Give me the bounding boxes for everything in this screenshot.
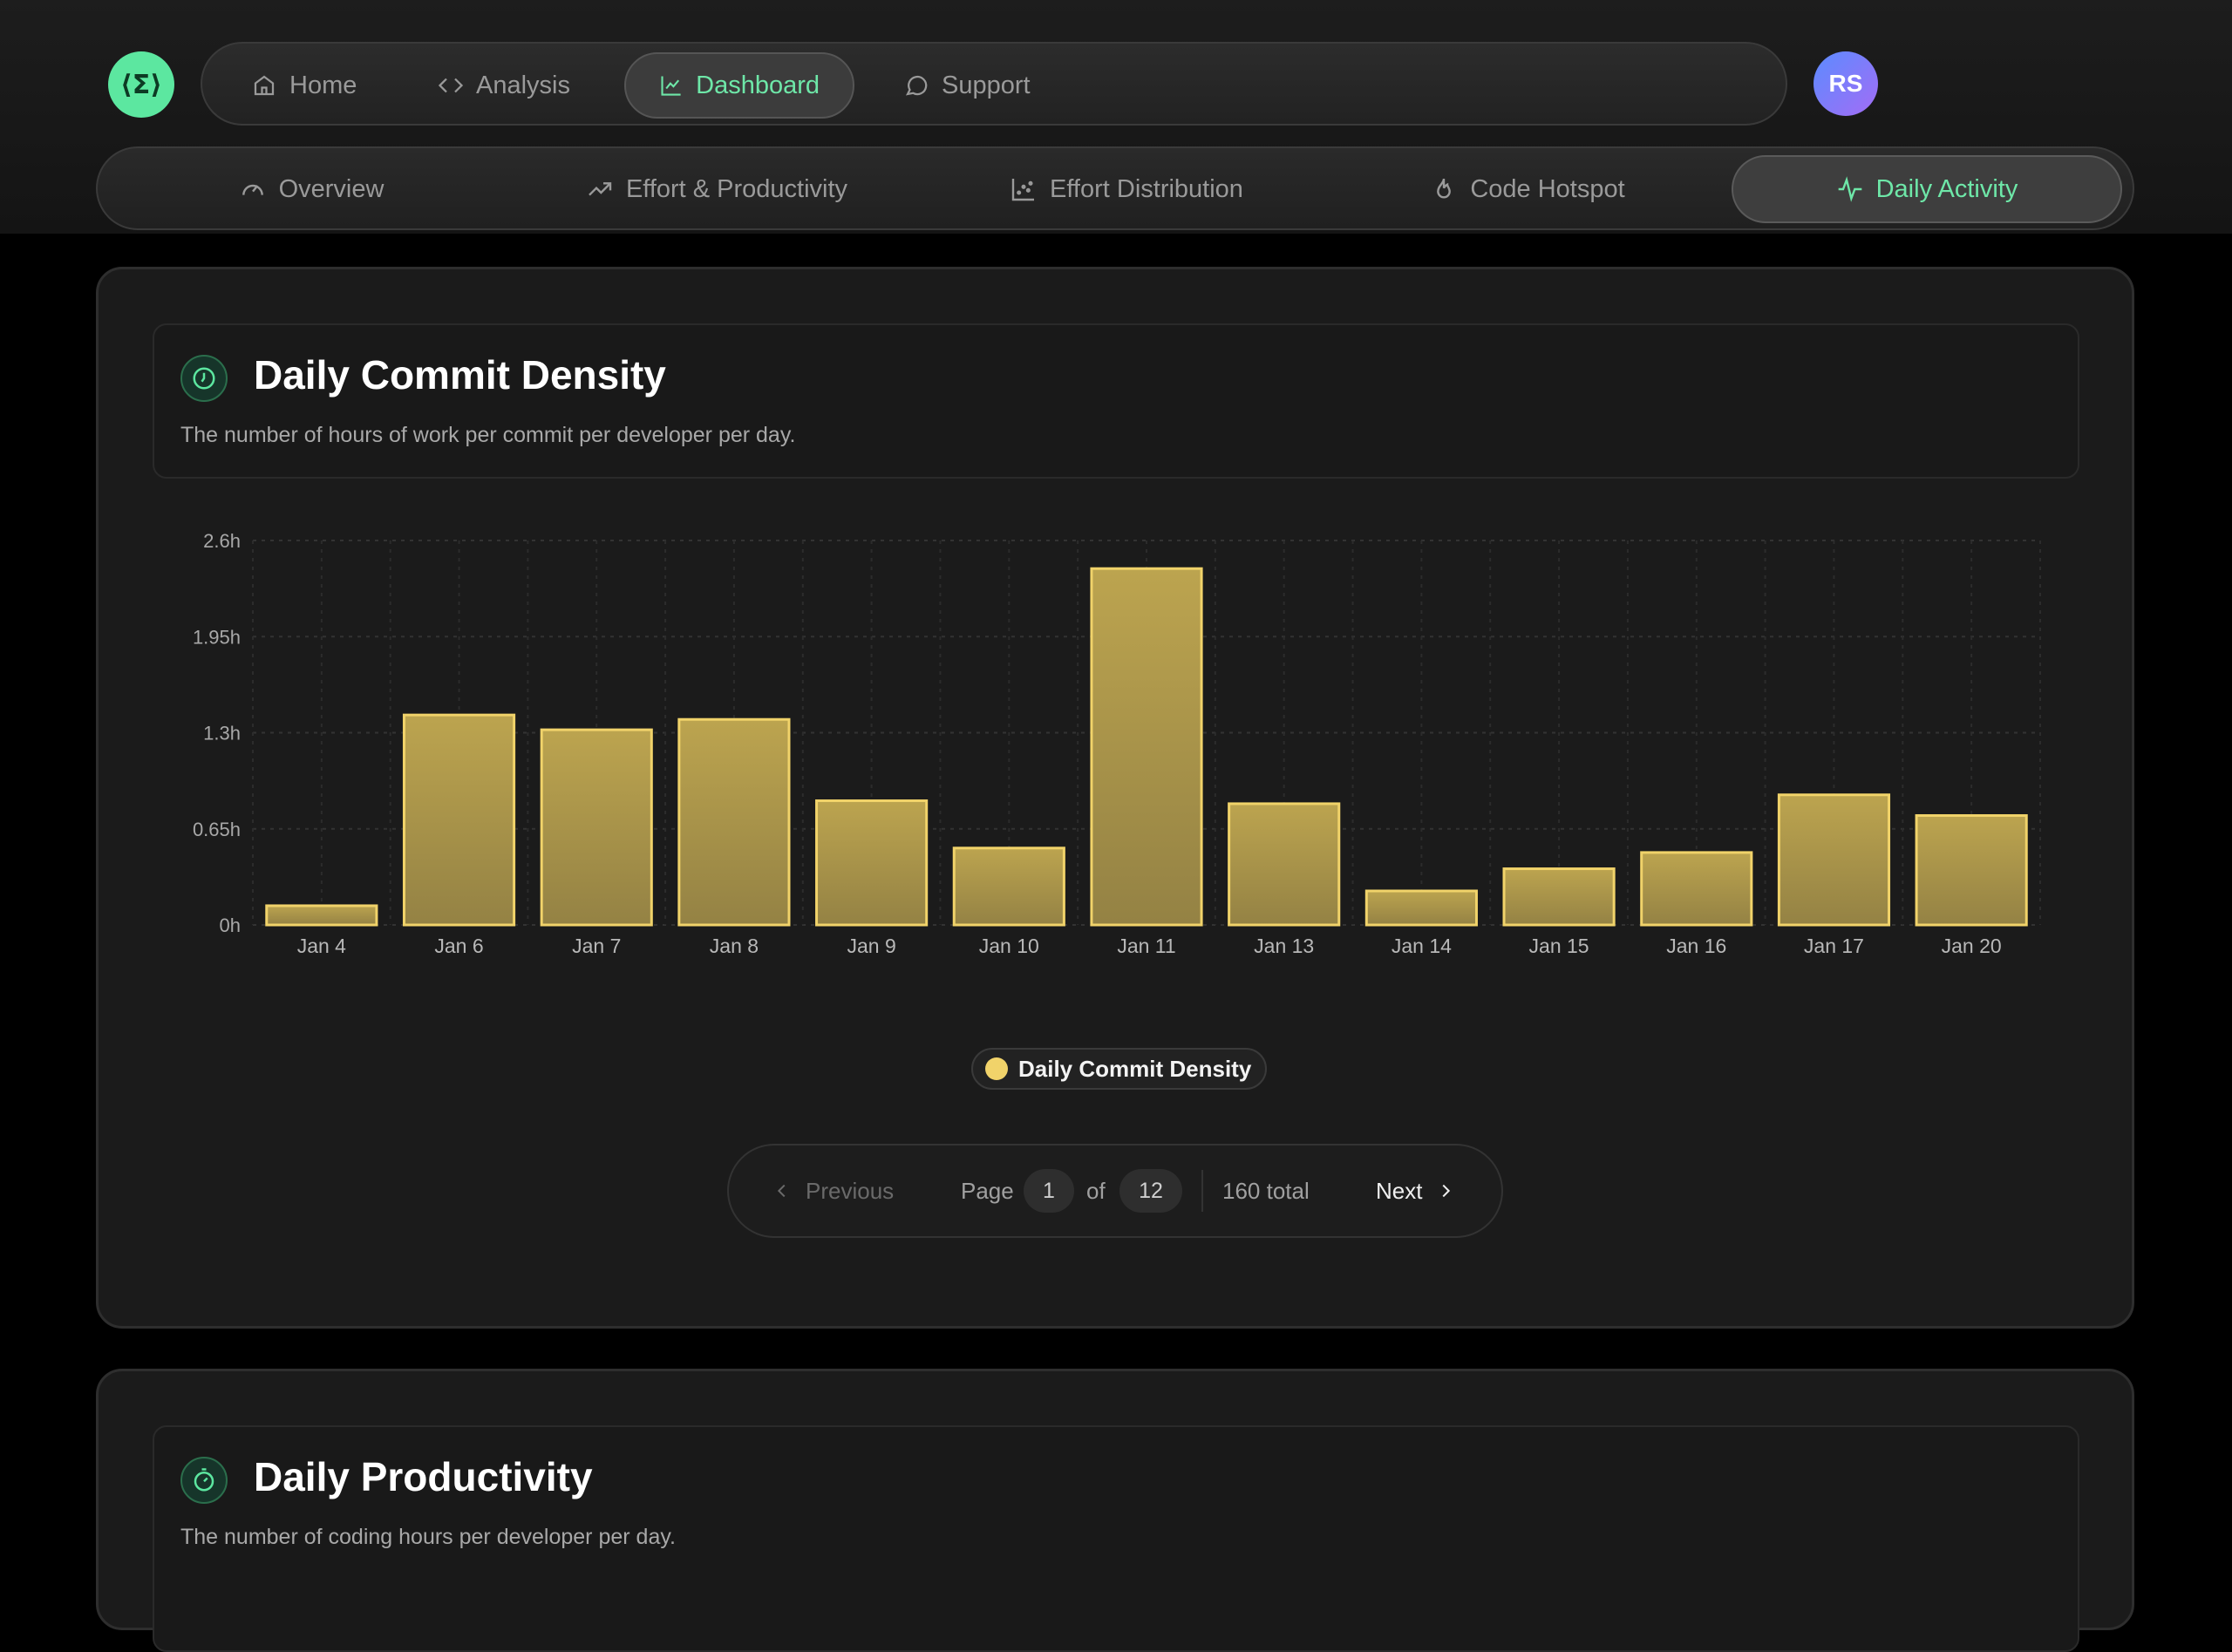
x-tick-label: Jan 13 xyxy=(1254,935,1314,957)
card-description: The number of coding hours per developer… xyxy=(180,1525,676,1549)
chart-legend[interactable]: Daily Commit Density xyxy=(971,1048,1268,1090)
nav-home-label: Home xyxy=(289,71,357,99)
avatar[interactable]: RS xyxy=(1814,51,1878,116)
total-pages: 12 xyxy=(1119,1169,1182,1213)
x-tick-label: Jan 4 xyxy=(297,935,346,957)
daily-productivity-card: Daily Productivity The number of coding … xyxy=(96,1369,2134,1652)
next-label: Next xyxy=(1376,1177,1423,1204)
y-tick-label: 1.3h xyxy=(203,723,241,744)
card-header: Daily Productivity The number of coding … xyxy=(153,1425,2079,1652)
bar xyxy=(815,799,929,927)
tab-daily-activity[interactable]: Daily Activity xyxy=(1732,155,2122,223)
x-tick-label: Jan 17 xyxy=(1804,935,1864,957)
code-icon xyxy=(438,78,464,93)
tab-overview[interactable]: Overview xyxy=(211,155,412,223)
nav-support-label: Support xyxy=(942,71,1031,99)
bar xyxy=(1777,793,1891,927)
trend-icon xyxy=(589,182,612,196)
gauge-icon xyxy=(242,184,263,195)
x-tick-label: Jan 14 xyxy=(1392,935,1452,957)
chevron-right-icon xyxy=(1443,1184,1451,1198)
chart-icon xyxy=(661,76,681,96)
bar xyxy=(1915,813,2028,927)
x-tick-label: Jan 11 xyxy=(1117,935,1175,957)
card-title: Daily Commit Density xyxy=(254,352,666,398)
previous-button[interactable]: Previous xyxy=(772,1146,894,1236)
bar xyxy=(1228,802,1341,927)
pagination: Previous Page 1 of 12 160 total Next xyxy=(727,1144,1503,1238)
tab-effort-productivity-label: Effort & Productivity xyxy=(625,174,848,203)
x-tick-label: Jan 15 xyxy=(1529,935,1589,957)
x-tick-label: Jan 9 xyxy=(847,935,895,957)
bar xyxy=(402,713,516,927)
tab-effort-distribution[interactable]: Effort Distribution xyxy=(987,155,1266,223)
bar xyxy=(952,846,1065,927)
x-tick-label: Jan 10 xyxy=(979,935,1039,957)
y-tick-label: 2.6h xyxy=(203,530,241,552)
tab-overview-label: Overview xyxy=(278,174,384,203)
tab-daily-activity-label: Daily Activity xyxy=(1875,174,2018,203)
bar xyxy=(1364,889,1478,927)
scatter-icon xyxy=(1011,179,1035,201)
y-tick-label: 0.65h xyxy=(193,819,241,840)
card-header: Daily Commit Density The number of hours… xyxy=(153,323,2079,479)
total-count: 160 total xyxy=(1222,1177,1310,1204)
logo[interactable]: ⟨Σ⟩ xyxy=(108,51,174,118)
pager-divider xyxy=(1201,1170,1203,1212)
bar xyxy=(265,904,378,927)
x-tick-label: Jan 6 xyxy=(434,935,483,957)
current-page[interactable]: 1 xyxy=(1024,1169,1074,1213)
bar xyxy=(1502,867,1616,927)
x-tick-label: Jan 8 xyxy=(710,935,759,957)
chevron-left-icon xyxy=(777,1184,786,1198)
main-nav: Home Analysis Dashboard Support xyxy=(201,42,1787,126)
pulse-icon xyxy=(1838,176,1861,202)
nav-dashboard-label: Dashboard xyxy=(696,71,820,99)
nav-dashboard[interactable]: Dashboard xyxy=(624,52,854,119)
tab-code-hotspot-label: Code Hotspot xyxy=(1470,174,1625,203)
nav-analysis-label: Analysis xyxy=(476,71,570,99)
tab-effort-distribution-label: Effort Distribution xyxy=(1050,174,1243,203)
y-tick-label: 0h xyxy=(220,914,241,936)
bar xyxy=(677,717,791,927)
x-tick-label: Jan 16 xyxy=(1666,935,1726,957)
legend-label: Daily Commit Density xyxy=(1018,1055,1252,1082)
commit-density-chart: 0h 0.65h 1.3h 1.95h 2.6h Jan 4 Jan 6 Jan 7 Jan 8… xyxy=(193,530,2041,957)
sub-nav: Overview Effort & Productivity Effort Di… xyxy=(96,146,2134,230)
bar xyxy=(1640,851,1753,927)
stopwatch-icon xyxy=(180,1457,228,1504)
legend-swatch xyxy=(985,1057,1008,1080)
home-icon xyxy=(254,75,275,96)
flame-icon xyxy=(1437,178,1452,199)
top-bar: ⟨Σ⟩ Home Analysis Dashboard Support RS O… xyxy=(0,0,2232,234)
chat-icon xyxy=(905,75,928,96)
x-tick-label: Jan 7 xyxy=(572,935,621,957)
card-title: Daily Productivity xyxy=(254,1454,593,1499)
tab-effort-productivity[interactable]: Effort & Productivity xyxy=(568,155,865,223)
y-tick-label: 1.95h xyxy=(193,626,241,648)
tab-code-hotspot[interactable]: Code Hotspot xyxy=(1414,155,1641,223)
card-description: The number of hours of work per commit p… xyxy=(180,423,796,447)
bar xyxy=(1090,567,1203,927)
next-button[interactable]: Next xyxy=(1376,1146,1455,1236)
nav-analysis[interactable]: Analysis xyxy=(405,52,603,119)
bar xyxy=(540,728,653,927)
clock-icon xyxy=(180,355,228,402)
of-label: of xyxy=(1086,1177,1106,1204)
nav-support[interactable]: Support xyxy=(870,52,1064,119)
page-label: Page xyxy=(961,1177,1014,1204)
previous-label: Previous xyxy=(806,1177,895,1204)
nav-home[interactable]: Home xyxy=(218,52,390,119)
x-tick-label: Jan 20 xyxy=(1942,935,2002,957)
